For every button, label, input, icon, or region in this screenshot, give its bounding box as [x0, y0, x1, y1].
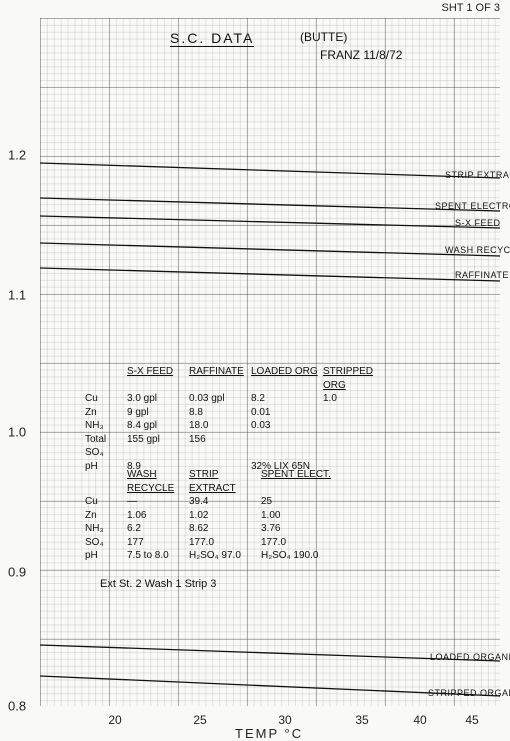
x-tick: 30: [278, 713, 291, 727]
table-cell: 0.03 gpl: [189, 392, 251, 406]
x-tick: 45: [465, 713, 478, 727]
table-cell: [323, 419, 393, 433]
line-label-wash-recycle: WASH RECYCLE: [445, 245, 510, 255]
line-spent-electrolyte: [40, 198, 500, 211]
table-cell: 155 gpl: [127, 433, 189, 460]
table-cell: [323, 460, 393, 474]
y-tick: 1.1: [8, 288, 26, 303]
table-row: pH7.5 to 8.0H₂SO₄ 97.0H₂SO₄ 190.0: [85, 549, 331, 563]
line-label-spent-electrolyte: SPENT ELECTROLYTE: [435, 201, 510, 211]
table-cell: [323, 433, 393, 460]
table-cell: 9 gpl: [127, 406, 189, 420]
table-cell: H₂SO₄ 97.0: [189, 549, 261, 563]
table-cell: 18.0: [189, 419, 251, 433]
line-wash-recycle: [40, 243, 500, 256]
line-raffinate: [40, 268, 500, 281]
table-wash-strip: WASH RECYCLE STRIP EXTRACT SPENT ELECT. …: [85, 468, 331, 563]
table-cell: 1.06: [127, 509, 189, 523]
table-cell: 0.03: [251, 419, 323, 433]
table-cell: 8.62: [189, 522, 261, 536]
table-cell: Cu: [85, 392, 127, 406]
table-row: NH₃8.4 gpl18.00.03: [85, 419, 393, 433]
table-cell: 3.76: [261, 522, 331, 536]
table-cell: NH₃: [85, 419, 127, 433]
table-row: Cu—39.425: [85, 495, 331, 509]
line-sx-feed: [40, 216, 500, 228]
y-tick: 1.0: [8, 425, 26, 440]
x-tick: 35: [355, 713, 368, 727]
chart-lines: [40, 18, 500, 706]
table-cell: H₂SO₄ 190.0: [261, 549, 331, 563]
table-sx-feed: S-X FEED RAFFINATE LOADED ORG STRIPPED O…: [85, 365, 393, 473]
line-label-strip-extract: STRIP EXTRACT: [445, 170, 510, 180]
y-tick: 0.8: [8, 699, 26, 714]
y-tick: 0.9: [8, 565, 26, 580]
table-row: Total SO₄155 gpl156: [85, 433, 393, 460]
table-cell: 8.8: [189, 406, 251, 420]
table-cell: 7.5 to 8.0: [127, 549, 189, 563]
table-cell: 177.0: [189, 536, 261, 550]
sheet-number: SHT 1 OF 3: [442, 2, 500, 14]
line-strip-extract: [40, 163, 500, 178]
line-label-stripped-organic: STRIPPED ORGANIC: [428, 688, 510, 698]
x-tick: 20: [108, 713, 121, 727]
table-row: Zn9 gpl8.80.01: [85, 406, 393, 420]
table-cell: pH: [85, 549, 127, 563]
table-cell: SO₄: [85, 536, 127, 550]
y-tick: 1.2: [8, 148, 26, 163]
table-cell: Zn: [85, 406, 127, 420]
table-cell: 1.02: [189, 509, 261, 523]
table-cell: 3.0 gpl: [127, 392, 189, 406]
table-cell: —: [127, 495, 189, 509]
table-row: Cu3.0 gpl0.03 gpl8.21.0: [85, 392, 393, 406]
table-cell: 6.2: [127, 522, 189, 536]
line-label-sx-feed: S-X FEED: [455, 218, 501, 228]
table-cell: 8.4 gpl: [127, 419, 189, 433]
table-cell: 156: [189, 433, 251, 460]
table-row: NH₃6.28.623.76: [85, 522, 331, 536]
table-cell: [323, 406, 393, 420]
x-tick: 40: [413, 713, 426, 727]
line-label-loaded-organic: LOADED ORGANIC: [430, 652, 510, 662]
table-cell: 1.00: [261, 509, 331, 523]
table-row: SO₄177177.0177.0: [85, 536, 331, 550]
table-cell: 177.0: [261, 536, 331, 550]
line-label-raffinate: RAFFINATE: [455, 270, 509, 280]
table-cell: Cu: [85, 495, 127, 509]
table-cell: 0.01: [251, 406, 323, 420]
table-cell: Total SO₄: [85, 433, 127, 460]
table-cell: 39.4: [189, 495, 261, 509]
table-cell: [251, 433, 323, 460]
stage-note: Ext St. 2 Wash 1 Strip 3: [100, 578, 216, 590]
table-cell: 1.0: [323, 392, 393, 406]
table-cell: 8.2: [251, 392, 323, 406]
table-row: Zn1.061.021.00: [85, 509, 331, 523]
table-cell: Zn: [85, 509, 127, 523]
table-cell: NH₃: [85, 522, 127, 536]
table-cell: 177: [127, 536, 189, 550]
table-cell: 25: [261, 495, 331, 509]
x-tick: 25: [193, 713, 206, 727]
